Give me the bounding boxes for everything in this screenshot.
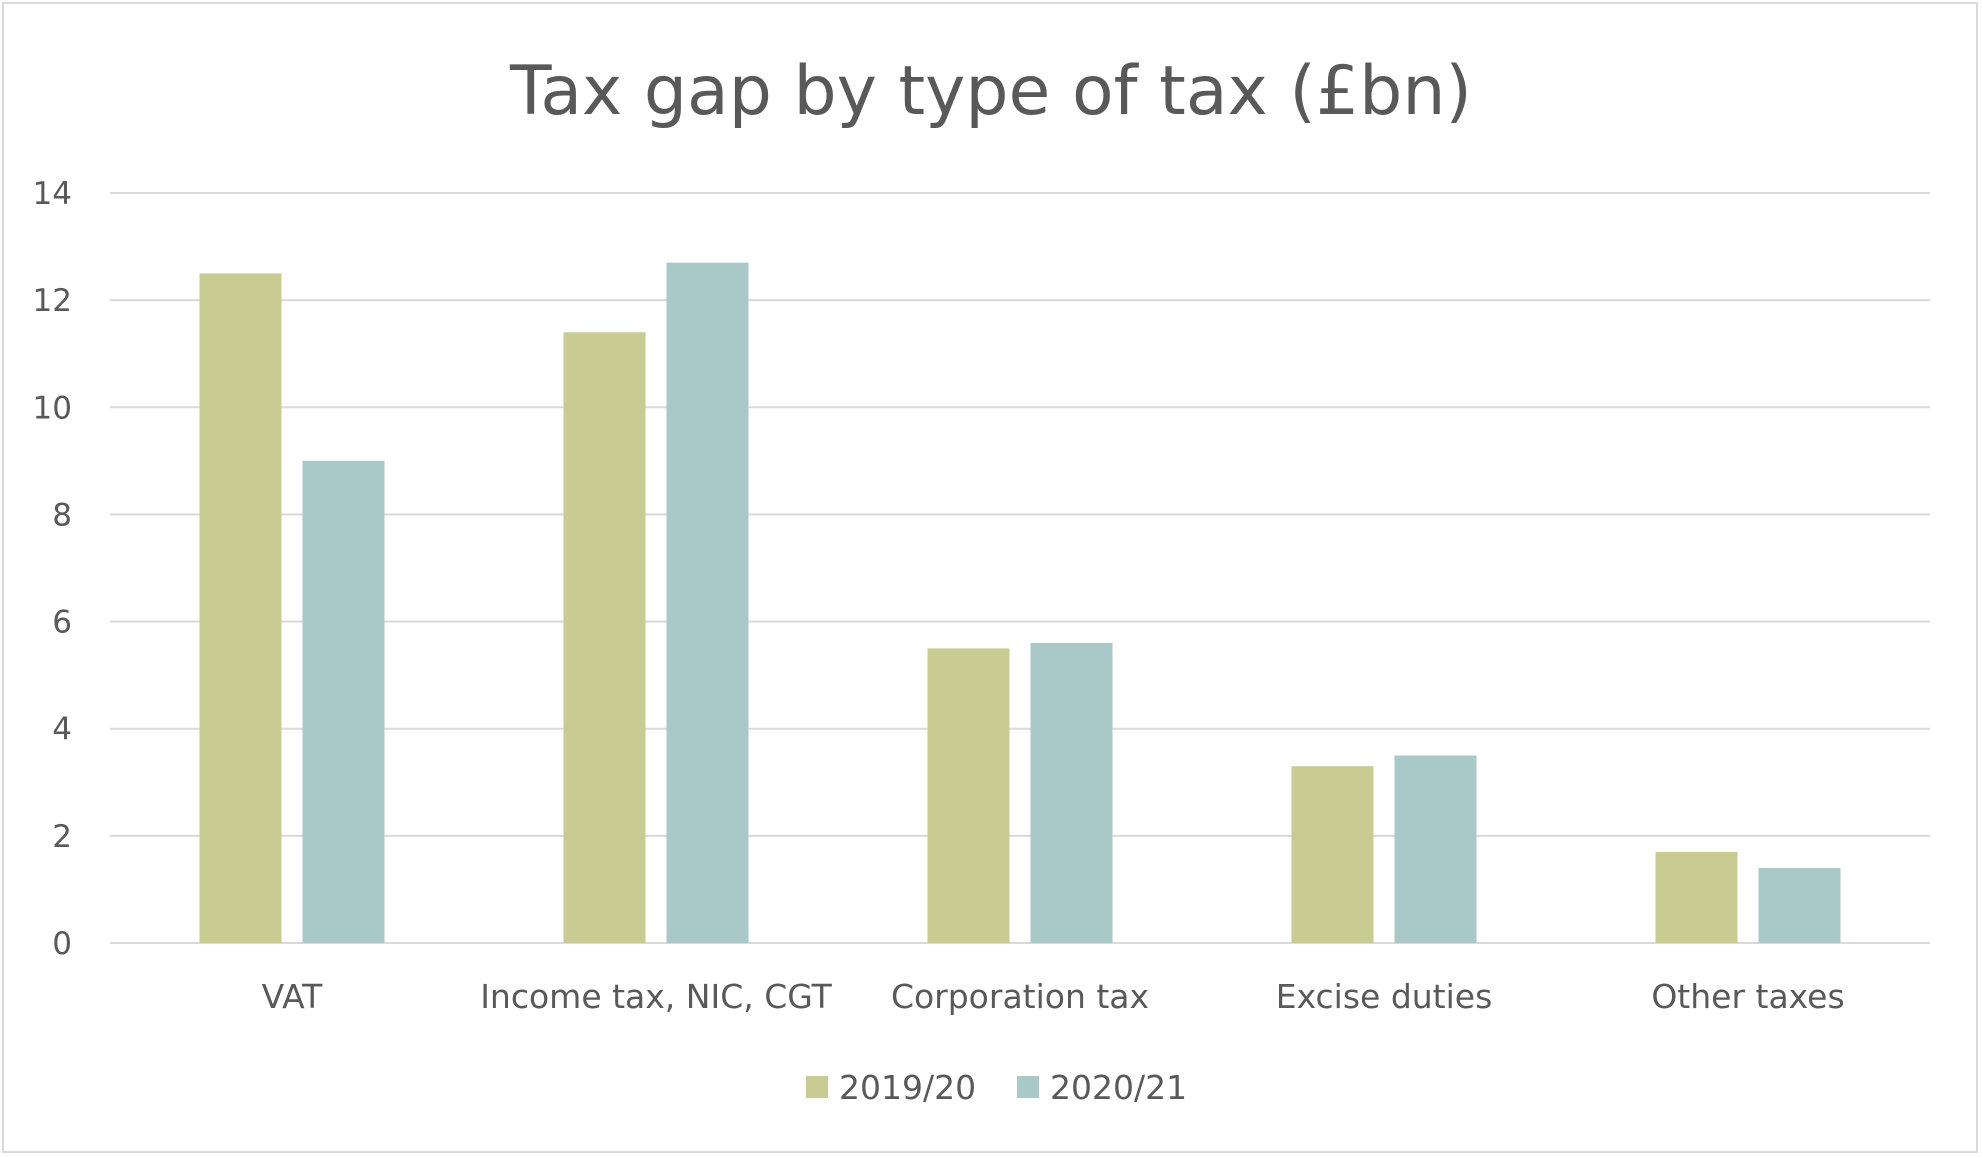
y-tick-label: 12	[33, 283, 72, 319]
y-axis-ticks: 0 2 4 6 8 10 12 14	[33, 176, 72, 962]
bar-other-taxes-2020-21	[1758, 868, 1841, 943]
bar-income-tax-nic-cgt-2020-21	[666, 262, 749, 944]
bar-excise-duties-2020-21	[1394, 755, 1477, 943]
gridlines	[110, 192, 1930, 944]
bar-vat-2020-21	[302, 460, 385, 943]
legend-label: 2020/21	[1050, 1068, 1187, 1107]
y-tick-label: 4	[52, 712, 72, 748]
legend-swatch-2020-21	[1017, 1076, 1039, 1098]
y-tick-label: 14	[33, 176, 72, 212]
bar-other-taxes-2019-20	[1655, 851, 1738, 943]
y-tick-label: 8	[52, 497, 72, 533]
bar-income-tax-nic-cgt-2019-20	[563, 332, 646, 943]
x-category-label: Excise duties	[1276, 977, 1493, 1016]
y-tick-label: 2	[52, 819, 72, 855]
bar-vat-2019-20	[199, 273, 282, 943]
x-category-label: Corporation tax	[891, 977, 1149, 1016]
legend-label: 2019/20	[839, 1068, 976, 1107]
bar-excise-duties-2019-20	[1291, 766, 1374, 943]
y-tick-label: 0	[52, 926, 72, 962]
x-category-label: Other taxes	[1651, 977, 1844, 1016]
y-tick-label: 6	[52, 605, 72, 641]
legend: 2019/20 2020/21	[806, 1068, 1187, 1107]
chart-title: Tax gap by type of tax (£bn)	[509, 52, 1472, 131]
bar-corporation-tax-2019-20	[927, 648, 1010, 943]
bars	[199, 262, 1841, 944]
bar-corporation-tax-2020-21	[1030, 643, 1113, 943]
x-category-label: Income tax, NIC, CGT	[480, 977, 832, 1016]
x-axis-categories: VAT Income tax, NIC, CGT Corporation tax Ex…	[262, 977, 1845, 1016]
x-category-label: VAT	[262, 977, 323, 1016]
legend-swatch-2019-20	[806, 1076, 828, 1098]
y-tick-label: 10	[33, 390, 72, 426]
